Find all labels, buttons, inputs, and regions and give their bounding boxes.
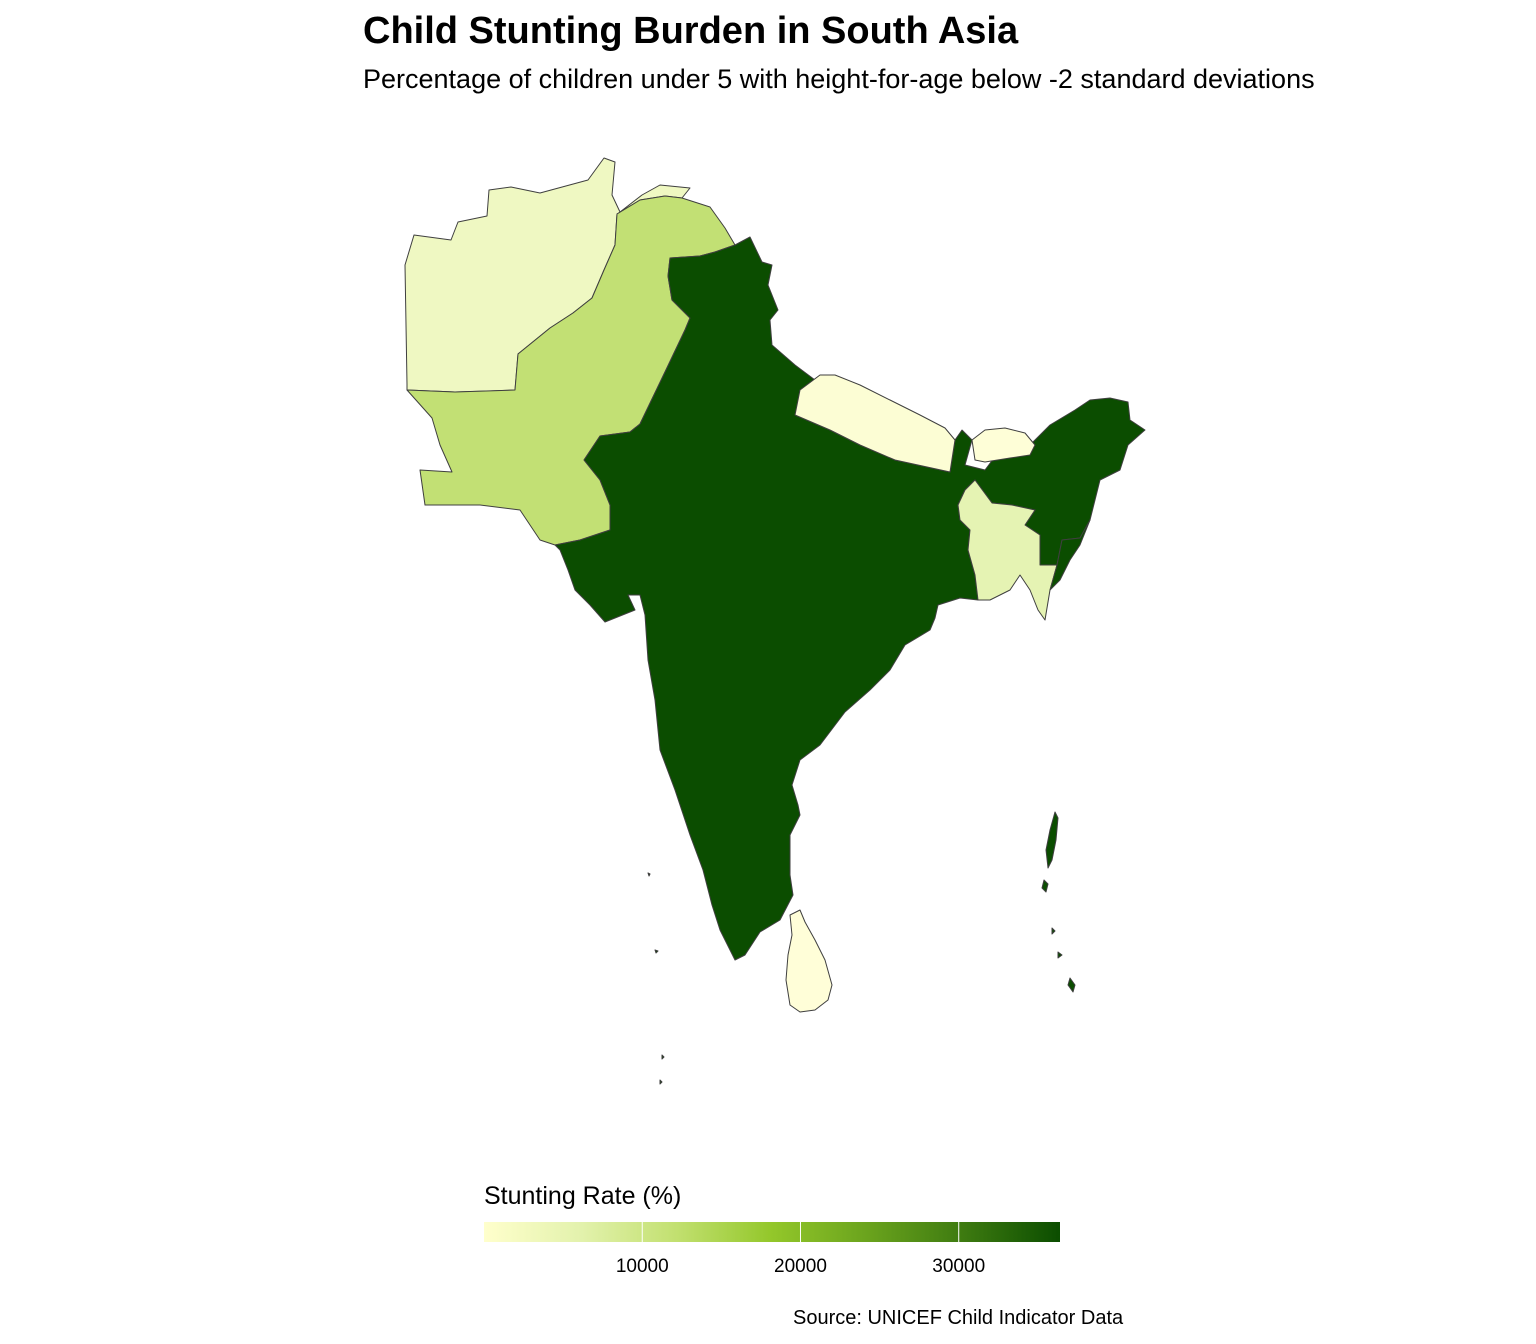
region-bhutan[interactable]: Bhutan: [971, 427, 1036, 463]
legend-tick-label-1: 20000: [774, 1256, 827, 1277]
chart-caption: Source: UNICEF Child Indicator Data: [793, 1307, 1124, 1329]
region-maldives[interactable]: Maldives: [659, 1054, 665, 1085]
region-bangladesh[interactable]: Bangladesh: [957, 479, 1058, 621]
legend-title: Stunting Rate (%): [484, 1182, 682, 1210]
region-sri-lanka[interactable]: Sri Lanka: [785, 909, 833, 1013]
chart-title: Child Stunting Burden in South Asia: [363, 10, 1019, 52]
legend-tick-label-2: 30000: [932, 1256, 986, 1277]
region-nepal[interactable]: Nepal: [794, 374, 956, 473]
chart-subtitle: Percentage of children under 5 with heig…: [363, 64, 1315, 94]
legend-gradient: [484, 1222, 1060, 1242]
legend-ticks: [641, 1222, 960, 1242]
region-lakshadweep[interactable]: Lakshadweep: [647, 872, 659, 954]
region-myanmar-west[interactable]: Myanmar (west): [1049, 519, 1091, 591]
region-andaman-islands[interactable]: Andaman and Nicobar Islands: [1041, 811, 1076, 993]
legend-tick-label-0: 10000: [615, 1256, 669, 1277]
legend-color-bar: [484, 1222, 1060, 1242]
